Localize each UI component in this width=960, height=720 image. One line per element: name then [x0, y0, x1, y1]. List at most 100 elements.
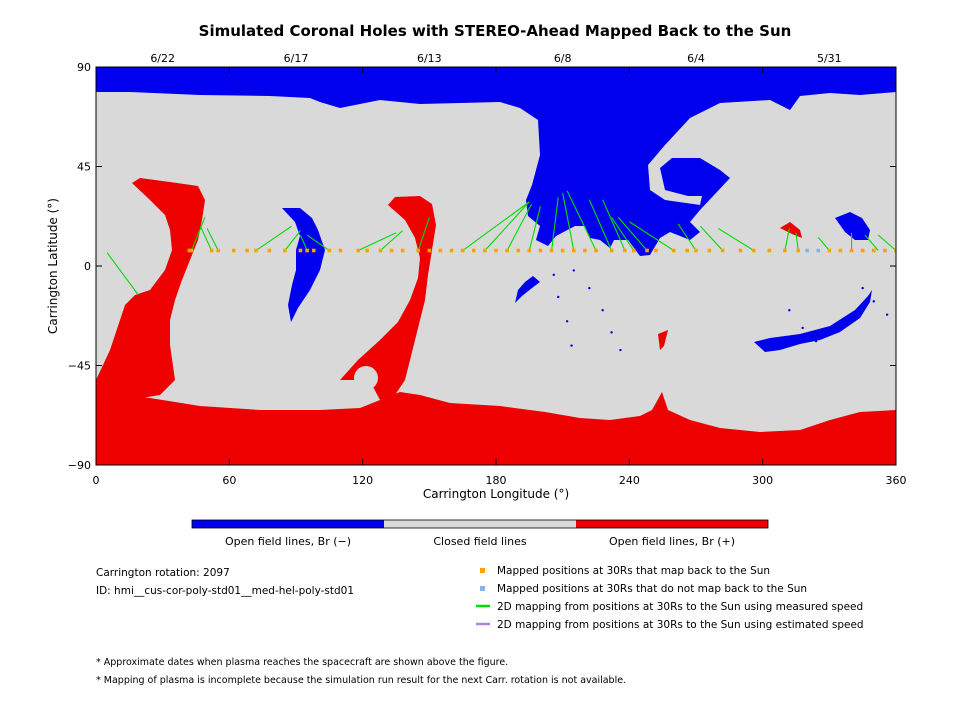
mapped-point [645, 248, 649, 253]
x-axis: 0 60 120 180 240 300 360 [93, 67, 907, 487]
mapped-point [609, 248, 614, 253]
mapped-point [527, 248, 532, 253]
mapped-point [505, 248, 509, 253]
trail-dot [588, 286, 591, 290]
mapped-point [685, 248, 689, 253]
x-tick-label: 120 [352, 474, 373, 487]
measured-mapping-line [506, 203, 533, 251]
south-positive-polar-hole [96, 392, 896, 465]
mapped-point [767, 248, 772, 253]
y-tick-label: −90 [68, 459, 91, 472]
x-tick-label: 60 [222, 474, 236, 487]
colorbar: Open field lines, Br (−) Closed field lin… [191, 519, 769, 548]
legend-label: Mapped positions at 30Rs that do not map… [497, 583, 807, 595]
mapped-point [894, 248, 896, 253]
mapped-point [245, 248, 249, 253]
plot-area [95, 66, 897, 466]
mapped-point [378, 248, 383, 253]
mapped-point [671, 248, 676, 253]
measured-mapping-line [562, 192, 575, 251]
mapped-point [751, 248, 756, 253]
legend-label: Mapped positions at 30Rs that map back t… [497, 565, 770, 577]
unmapped-points [805, 248, 821, 253]
measured-mapping-line [299, 234, 308, 251]
measured-mapping-line [817, 236, 830, 251]
unmapped-point [816, 248, 821, 253]
positive-hole-streamer-center [340, 196, 436, 400]
mapped-points [187, 248, 896, 253]
measured-mapping-line [528, 206, 541, 251]
carrington-rotation: Carrington rotation: 2097 [96, 567, 230, 579]
mapped-point [471, 248, 476, 253]
trail-dot [885, 313, 889, 316]
mapped-point [827, 248, 832, 253]
mapped-point [560, 248, 565, 253]
trail-dot [814, 339, 818, 343]
mapped-point [254, 248, 258, 253]
negative-arc-south [754, 290, 872, 352]
measured-mapping-line [357, 232, 397, 252]
colorbar-label: Open field lines, Br (+) [609, 535, 735, 548]
top-date-label: 6/8 [554, 52, 572, 65]
measured-mapping-line [795, 232, 799, 251]
mapped-point [516, 248, 521, 253]
measured-mapping-line [306, 234, 330, 251]
y-tick-label: 45 [77, 161, 91, 174]
top-date-label: 6/4 [687, 52, 705, 65]
measured-mapping-line [484, 201, 530, 251]
y-tick-label: −45 [68, 360, 91, 373]
north-negative-polar-hole [96, 67, 896, 256]
positive-hole-streamer-west [96, 178, 205, 410]
measured-mapping-line [380, 230, 404, 251]
colorbar-segment [192, 520, 384, 528]
y-tick-label: 0 [84, 260, 91, 273]
mapped-point [438, 248, 443, 253]
measured-mapping-line [106, 252, 139, 296]
measured-mapping-line [611, 217, 635, 251]
colorbar-frame [191, 519, 769, 529]
measured-mapping-line [629, 221, 675, 251]
legend-swatch [480, 586, 485, 591]
chart-title: Simulated Coronal Holes with STEREO-Ahea… [199, 22, 792, 40]
measured-mapping-line [602, 199, 626, 251]
mapped-point [707, 248, 712, 253]
trail-dot [601, 309, 604, 312]
closed-field-region [96, 67, 896, 465]
negative-dot-trails [552, 269, 889, 352]
trail-dot [610, 331, 613, 334]
mapped-point [738, 248, 743, 253]
negative-hole-90 [282, 208, 325, 322]
trail-dot [872, 300, 875, 303]
trail-dot [619, 348, 622, 352]
measured-mapping-line [462, 201, 530, 251]
top-date-label: 6/22 [150, 52, 175, 65]
top-date-labels: 6/22 6/17 6/13 6/8 6/4 5/31 [150, 52, 841, 65]
trail-dot [565, 320, 569, 323]
measured-mapping-line [199, 225, 213, 251]
footnote: * Mapping of plasma is incomplete becaus… [96, 675, 626, 686]
mapped-point [327, 248, 332, 253]
legend-label: 2D mapping from positions at 30Rs to the… [497, 619, 864, 631]
negative-hole-190 [515, 276, 540, 303]
colorbar-label: Open field lines, Br (−) [225, 535, 351, 548]
mapped-point [427, 248, 432, 253]
trail-dot [861, 286, 864, 290]
mapped-point [623, 248, 627, 253]
colorbar-segment [576, 520, 768, 528]
x-tick-label: 0 [93, 474, 100, 487]
mapped-point [838, 248, 843, 253]
mapped-point [389, 248, 394, 253]
trail-dot [570, 344, 573, 347]
mapped-point [783, 248, 787, 253]
mapped-point [594, 248, 598, 253]
x-tick-label: 180 [486, 474, 507, 487]
mapped-point [796, 248, 801, 253]
measured-mapping-line [191, 217, 206, 251]
mapped-point [883, 248, 887, 253]
trail-dot [801, 326, 804, 330]
closed-field-island [354, 366, 378, 390]
mapped-point [460, 248, 465, 253]
mapped-point [860, 248, 865, 253]
mapped-point [209, 248, 214, 253]
